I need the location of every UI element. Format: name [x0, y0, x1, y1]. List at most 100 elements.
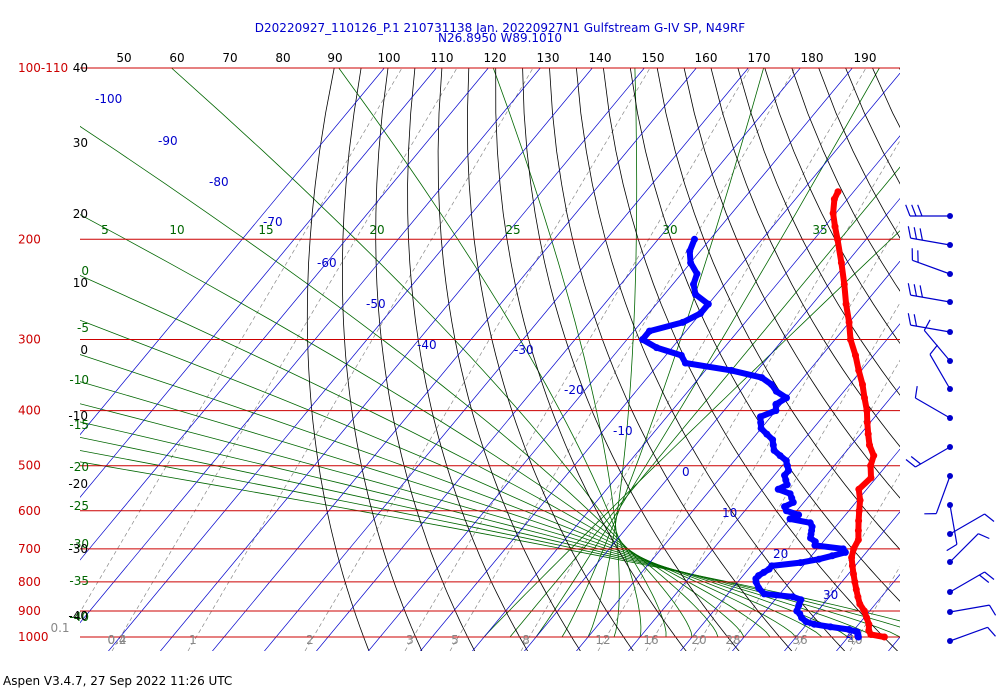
- isotherm-line: [576, 260, 900, 651]
- dewpoint-point: [839, 545, 847, 553]
- height-label: 0: [80, 343, 88, 357]
- pressure-label: 500: [18, 459, 41, 473]
- pressure-label: 100-110: [18, 61, 68, 75]
- mixing-ratio-label: 0.2: [107, 633, 126, 647]
- isotherm-label: -100: [95, 92, 122, 106]
- dewpoint-point: [760, 568, 768, 576]
- dry-adiabat-line: [764, 68, 900, 345]
- temperature-point: [861, 394, 868, 402]
- height-label: -20: [68, 477, 88, 491]
- potential-temp-label: 180: [801, 51, 824, 65]
- wind-barb-staff: [949, 533, 979, 563]
- dewpoint-point: [677, 351, 685, 359]
- mixing-ratio-label: 28: [725, 633, 740, 647]
- dry-adiabat-line: [791, 68, 900, 292]
- wind-barb-flag: [914, 386, 918, 399]
- dewpoint-point: [806, 519, 814, 527]
- temperature-point: [831, 223, 839, 231]
- temperature-point: [848, 562, 856, 570]
- wind-barb-flag: [913, 284, 918, 297]
- height-label: 30: [73, 136, 88, 150]
- potential-temp-label: 80: [275, 51, 290, 65]
- height-label: -10: [68, 409, 88, 423]
- dewpoint-point: [797, 596, 805, 604]
- dewpoint-point: [845, 626, 853, 633]
- isotherm-label: -30: [514, 343, 534, 357]
- mixing-ratio-label: 8: [522, 633, 530, 647]
- isotherm-label: 0: [682, 465, 690, 479]
- dewpoint-point: [782, 457, 790, 465]
- wind-barb-staff: [935, 475, 951, 514]
- isotherm-label: -20: [564, 383, 584, 397]
- dry-adiabat-line: [845, 68, 900, 185]
- isotherm-line: [784, 511, 900, 651]
- pressure-label: 200: [18, 232, 41, 246]
- dry-adiabat-line: [818, 68, 900, 239]
- wind-barb-staff: [949, 504, 958, 545]
- moist-adiabat-line: [509, 166, 900, 638]
- temperature-point: [863, 407, 871, 415]
- moist-adiabat-label: -10: [69, 373, 89, 387]
- wind-barb-flag: [907, 226, 912, 239]
- isotherm-line: [368, 68, 853, 651]
- isotherm-line: [933, 68, 1000, 661]
- dewpoint-point: [786, 515, 794, 523]
- moist-adiabat-label: 20: [369, 223, 384, 237]
- temperature-point: [860, 607, 868, 615]
- height-label: -30: [68, 542, 88, 556]
- dewpoint-point: [758, 374, 766, 382]
- isotherm-line: [524, 197, 900, 651]
- wind-barb-staff: [910, 294, 951, 303]
- temperature-point: [855, 366, 863, 374]
- temperature-point: [859, 381, 866, 388]
- dewpoint-point: [760, 590, 768, 598]
- isotherm-label: 10: [722, 506, 737, 520]
- isotherm-line: [160, 68, 645, 651]
- temperature-point: [854, 536, 862, 544]
- isotherm-line: [680, 385, 900, 651]
- moist-adiabat-line: [80, 461, 900, 622]
- moist-adiabat-line: [483, 230, 900, 638]
- temperature-point: [842, 300, 850, 308]
- dry-adiabat-line: [522, 68, 740, 651]
- temperature-point: [856, 496, 864, 504]
- mixing-ratio-label: 36: [792, 633, 807, 647]
- dewpoint-point: [772, 387, 780, 395]
- potential-temp-label: 90: [327, 51, 342, 65]
- potential-temp-label: 140: [589, 51, 612, 65]
- dewpoint-point: [772, 407, 780, 415]
- dewpoint-point: [795, 601, 803, 609]
- pressure-label: 800: [18, 575, 41, 589]
- moist-adiabat-line: [80, 275, 745, 638]
- wind-barb-flag: [987, 626, 996, 637]
- dewpoint-point: [769, 436, 777, 444]
- mixing-ratio-line: [449, 68, 796, 651]
- moist-adiabat-label: 5: [101, 223, 109, 237]
- temperature-point: [850, 570, 857, 578]
- dry-adiabat-line: [737, 68, 900, 396]
- dewpoint-point: [763, 430, 771, 438]
- dewpoint-point: [810, 620, 818, 628]
- mixing-ratio-line: [727, 359, 900, 651]
- wind-barb-flag: [917, 204, 923, 217]
- dewpoint-point: [757, 419, 765, 427]
- potential-temp-label: 160: [695, 51, 718, 65]
- moist-adiabat-label: 30: [662, 223, 677, 237]
- mixing-ratio-label: 12: [595, 633, 610, 647]
- temperature-point: [854, 527, 862, 534]
- dry-adiabat-line: [683, 68, 900, 499]
- pressure-label: 900: [18, 604, 41, 618]
- dry-adiabat-line: [980, 68, 1000, 661]
- dewpoint-point: [686, 247, 694, 255]
- temperature-point: [854, 593, 862, 601]
- isotherm-line: [264, 68, 749, 651]
- height-label: 40: [73, 61, 88, 75]
- height-label: 10: [73, 276, 88, 290]
- wind-barb-staff: [949, 513, 985, 535]
- pressure-label: 400: [18, 404, 41, 418]
- dry-adiabat-line: [710, 68, 900, 448]
- mixing-ratio-label: 16: [643, 633, 658, 647]
- temperature-point: [865, 620, 873, 628]
- wind-barb-flag: [905, 204, 911, 217]
- dewpoint-point: [781, 471, 788, 479]
